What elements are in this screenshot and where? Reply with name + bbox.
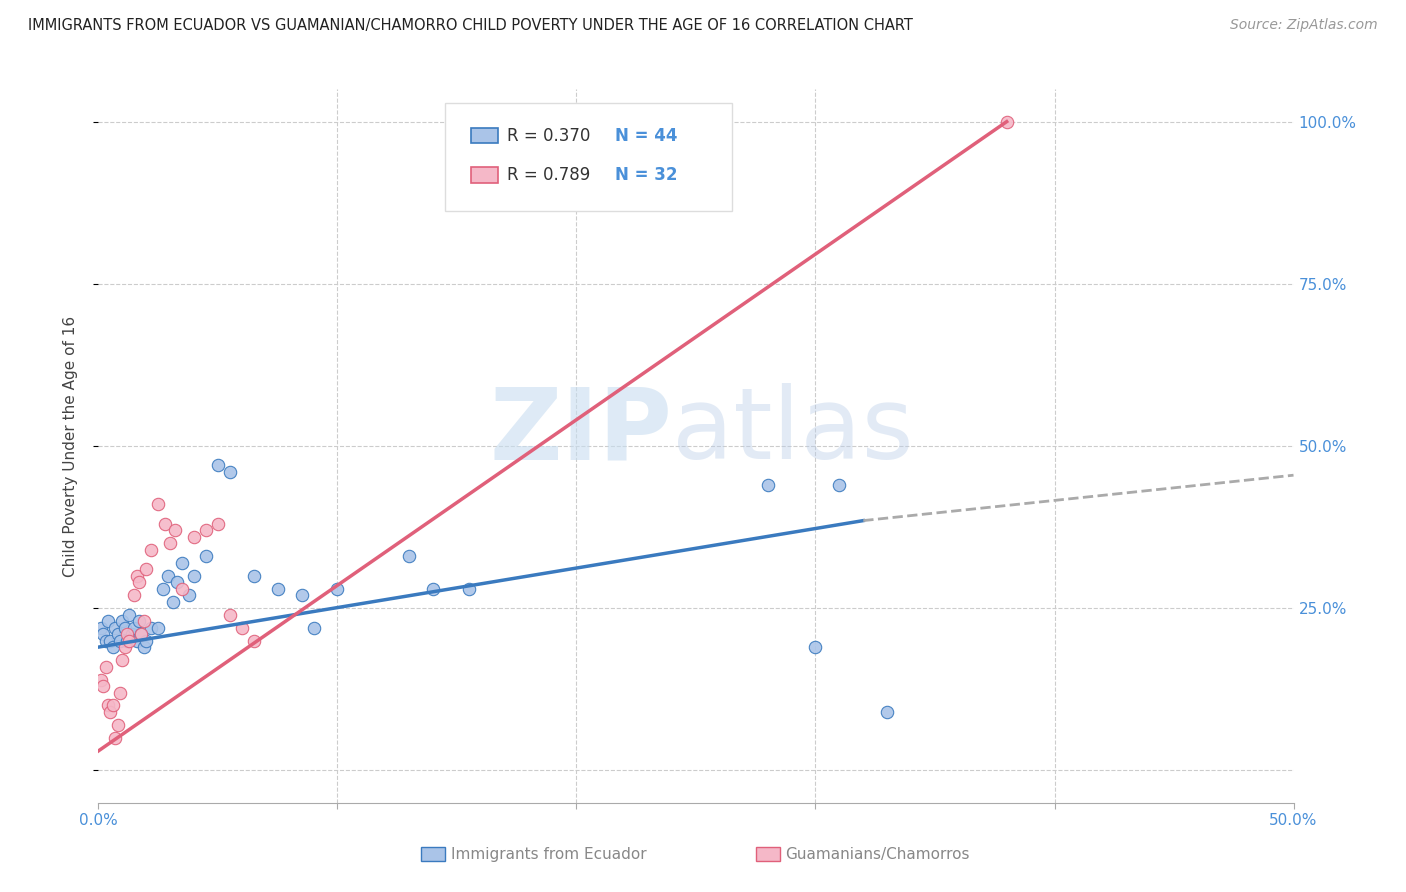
Point (97, 614, 120, 628)
Point (91, 627, 114, 641)
Point (302, 621, 325, 635)
Point (94, 633, 117, 648)
Point (148, 621, 170, 635)
Point (111, 614, 134, 628)
Point (135, 633, 157, 648)
Point (135, 562, 157, 576)
Text: ZIP: ZIP (489, 384, 672, 480)
Point (118, 607, 141, 622)
Point (128, 614, 150, 628)
Point (97, 698, 120, 713)
Point (291, 588, 314, 602)
Point (107, 627, 129, 641)
Point (101, 698, 124, 713)
FancyBboxPatch shape (471, 167, 498, 183)
Point (422, 582, 444, 596)
Point (111, 653, 134, 667)
Point (207, 458, 229, 473)
Point (995, 114, 1018, 128)
Point (131, 627, 153, 641)
Point (125, 633, 148, 648)
Text: N = 44: N = 44 (614, 127, 678, 145)
FancyBboxPatch shape (446, 103, 733, 211)
Point (132, 640, 155, 654)
FancyBboxPatch shape (756, 847, 780, 862)
Point (128, 575, 150, 590)
Point (98, 633, 122, 648)
Point (139, 621, 162, 635)
Point (195, 524, 218, 538)
Point (243, 633, 266, 648)
Text: Source: ZipAtlas.com: Source: ZipAtlas.com (1230, 18, 1378, 32)
Point (108, 685, 131, 699)
Point (124, 621, 146, 635)
FancyBboxPatch shape (422, 847, 446, 862)
Point (172, 582, 194, 596)
Text: R = 0.370: R = 0.370 (508, 127, 591, 145)
Point (118, 633, 141, 648)
Point (107, 718, 129, 732)
Point (159, 536, 181, 550)
Point (152, 582, 174, 596)
Text: atlas: atlas (672, 384, 914, 480)
Point (163, 524, 186, 538)
Point (125, 568, 148, 582)
Point (94, 659, 117, 673)
Point (90, 621, 112, 635)
Text: IMMIGRANTS FROM ECUADOR VS GUAMANIAN/CHAMORRO CHILD POVERTY UNDER THE AGE OF 16 : IMMIGRANTS FROM ECUADOR VS GUAMANIAN/CHA… (28, 18, 912, 33)
Point (121, 627, 143, 641)
Point (243, 568, 266, 582)
Point (108, 633, 131, 648)
Text: N = 32: N = 32 (614, 166, 678, 184)
Point (326, 582, 349, 596)
FancyBboxPatch shape (471, 128, 498, 144)
Point (156, 568, 179, 582)
Point (756, 478, 779, 492)
Point (195, 549, 218, 564)
Point (267, 582, 290, 596)
Point (172, 556, 194, 570)
Text: R = 0.789: R = 0.789 (508, 166, 591, 184)
Point (101, 640, 124, 654)
Point (155, 516, 177, 531)
Point (104, 621, 127, 635)
Point (115, 627, 138, 641)
Point (139, 542, 162, 557)
Point (183, 568, 205, 582)
Point (219, 607, 242, 622)
Point (91, 679, 114, 693)
Point (104, 731, 127, 745)
Text: Immigrants from Ecuador: Immigrants from Ecuador (451, 847, 647, 862)
Point (166, 575, 188, 590)
Point (148, 497, 170, 511)
Point (132, 614, 155, 628)
Text: Guamanians/Chamorros: Guamanians/Chamorros (786, 847, 970, 862)
Point (828, 478, 851, 492)
Point (114, 621, 136, 635)
Point (398, 549, 420, 564)
Point (804, 640, 827, 654)
Point (114, 640, 136, 654)
Point (98, 705, 122, 719)
Point (183, 530, 205, 544)
Point (231, 621, 253, 635)
Point (90, 673, 112, 687)
Point (179, 588, 201, 602)
Point (876, 705, 898, 719)
Point (458, 582, 481, 596)
Point (162, 595, 184, 609)
Point (207, 516, 229, 531)
Point (219, 465, 242, 479)
Point (124, 588, 146, 602)
Y-axis label: Child Poverty Under the Age of 16: Child Poverty Under the Age of 16 (63, 316, 77, 576)
Point (131, 627, 153, 641)
Point (115, 633, 138, 648)
